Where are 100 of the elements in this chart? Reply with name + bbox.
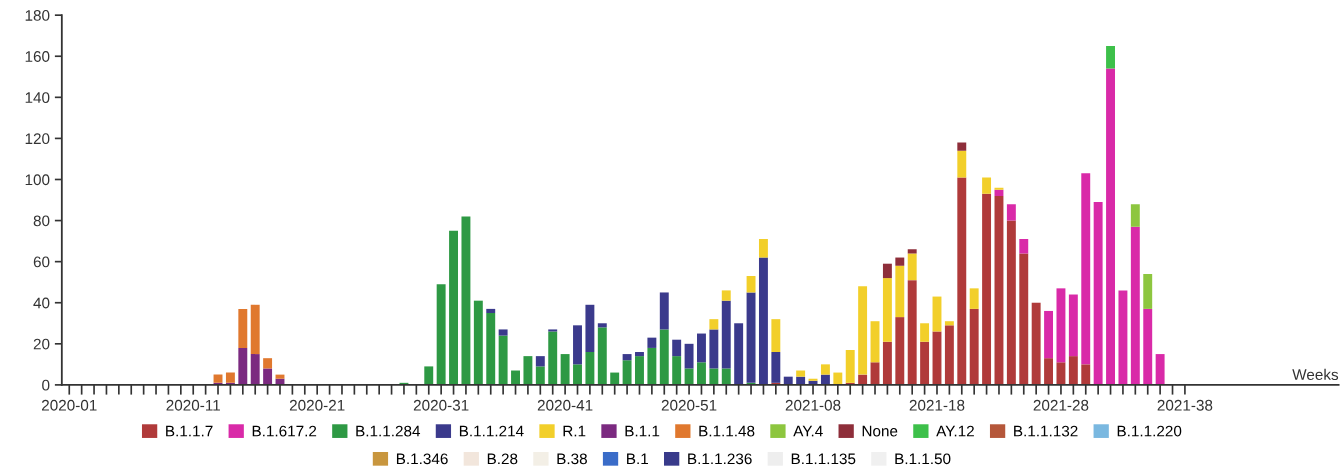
bar	[1006, 204, 1016, 221]
bar	[610, 372, 620, 385]
bar	[535, 356, 545, 367]
bar	[1056, 288, 1066, 363]
bar	[1081, 364, 1091, 385]
bar	[250, 304, 260, 355]
bar	[895, 317, 905, 385]
x-tick-label: 2021-18	[909, 399, 965, 411]
legend-label: None	[862, 425, 898, 437]
bar	[944, 321, 954, 326]
x-tick-label: 2020-21	[289, 399, 345, 411]
legend-label: AY.4	[793, 425, 823, 437]
bar	[709, 319, 719, 330]
bar	[622, 354, 632, 361]
bar	[982, 177, 992, 194]
bar	[1068, 356, 1078, 385]
bar	[424, 366, 434, 385]
bar	[1093, 202, 1103, 385]
bar	[461, 216, 471, 385]
bar	[771, 352, 781, 383]
bar	[746, 276, 756, 293]
bar	[845, 349, 855, 383]
bar	[957, 142, 967, 151]
bar	[238, 308, 248, 348]
bar	[1019, 253, 1029, 385]
legend-label: B.1.617.2	[252, 425, 317, 437]
bar	[585, 304, 595, 353]
legend-label: AY.12	[936, 425, 974, 437]
bar	[758, 239, 768, 258]
bar	[250, 354, 260, 385]
bar	[1143, 308, 1153, 385]
bar	[1019, 239, 1029, 254]
bar	[721, 290, 731, 301]
legend-label: B.1.1.214	[459, 425, 524, 437]
bar	[560, 354, 570, 385]
bar	[1081, 173, 1091, 365]
bar	[758, 257, 768, 385]
bar	[771, 319, 781, 353]
legend-label: B.1.346	[396, 453, 448, 465]
bar	[523, 356, 533, 385]
bar	[920, 341, 930, 385]
bar	[907, 249, 917, 254]
y-tick-label: 60	[33, 256, 50, 268]
y-tick-label: 0	[42, 379, 50, 391]
legend-label: B.1	[627, 453, 648, 465]
bar	[622, 360, 632, 385]
bar	[907, 253, 917, 281]
bar	[969, 308, 979, 385]
text: Weeks	[1292, 368, 1339, 381]
x-tick-label: 2020-31	[413, 399, 469, 411]
bar	[907, 280, 917, 385]
bar	[548, 329, 558, 332]
legend-label: R.1	[563, 425, 586, 437]
legend-label: B.1.1.284	[356, 425, 421, 437]
bar	[573, 364, 582, 385]
bar	[882, 263, 892, 279]
y-tick-label: 160	[25, 51, 50, 62]
y-tick-label: 100	[25, 174, 50, 186]
legend-label: B.1.1.236	[688, 453, 752, 465]
bar	[709, 329, 719, 369]
y-tick-label: 40	[33, 297, 50, 309]
bar	[697, 362, 706, 385]
bar	[635, 352, 644, 357]
bar	[635, 356, 644, 385]
x-tick-label: 2020-51	[661, 399, 717, 411]
bar	[721, 300, 731, 369]
bar	[1044, 358, 1054, 385]
bar	[920, 323, 930, 342]
bar	[882, 278, 892, 342]
bar	[895, 257, 905, 266]
bar	[1106, 45, 1115, 69]
bar	[486, 308, 496, 313]
bar	[1118, 290, 1128, 385]
bar	[969, 288, 979, 309]
bar	[535, 366, 545, 385]
bar	[957, 150, 967, 178]
bar	[449, 230, 458, 385]
bar	[895, 265, 905, 318]
bar	[1044, 310, 1054, 359]
bar	[734, 323, 744, 385]
bar	[697, 333, 706, 363]
bar	[597, 323, 607, 328]
x-tick-label: 2021-38	[1157, 399, 1213, 411]
y-tick-label: 120	[25, 133, 50, 145]
bar	[1006, 220, 1016, 385]
x-tick-label: 2021-28	[1033, 399, 1089, 411]
bar	[1031, 302, 1041, 385]
bar	[263, 358, 273, 369]
bar	[721, 368, 731, 385]
bar	[659, 292, 669, 330]
bar	[684, 368, 694, 385]
bar	[1143, 273, 1153, 309]
bar	[1130, 226, 1140, 385]
bar	[585, 352, 595, 385]
x-tick-label: 2020-01	[42, 399, 97, 411]
bar	[647, 337, 657, 348]
x-tick-label: 2021-08	[785, 399, 841, 411]
legend-label: B.1.1.7	[166, 425, 213, 437]
bar	[833, 372, 843, 385]
bar	[225, 372, 235, 383]
